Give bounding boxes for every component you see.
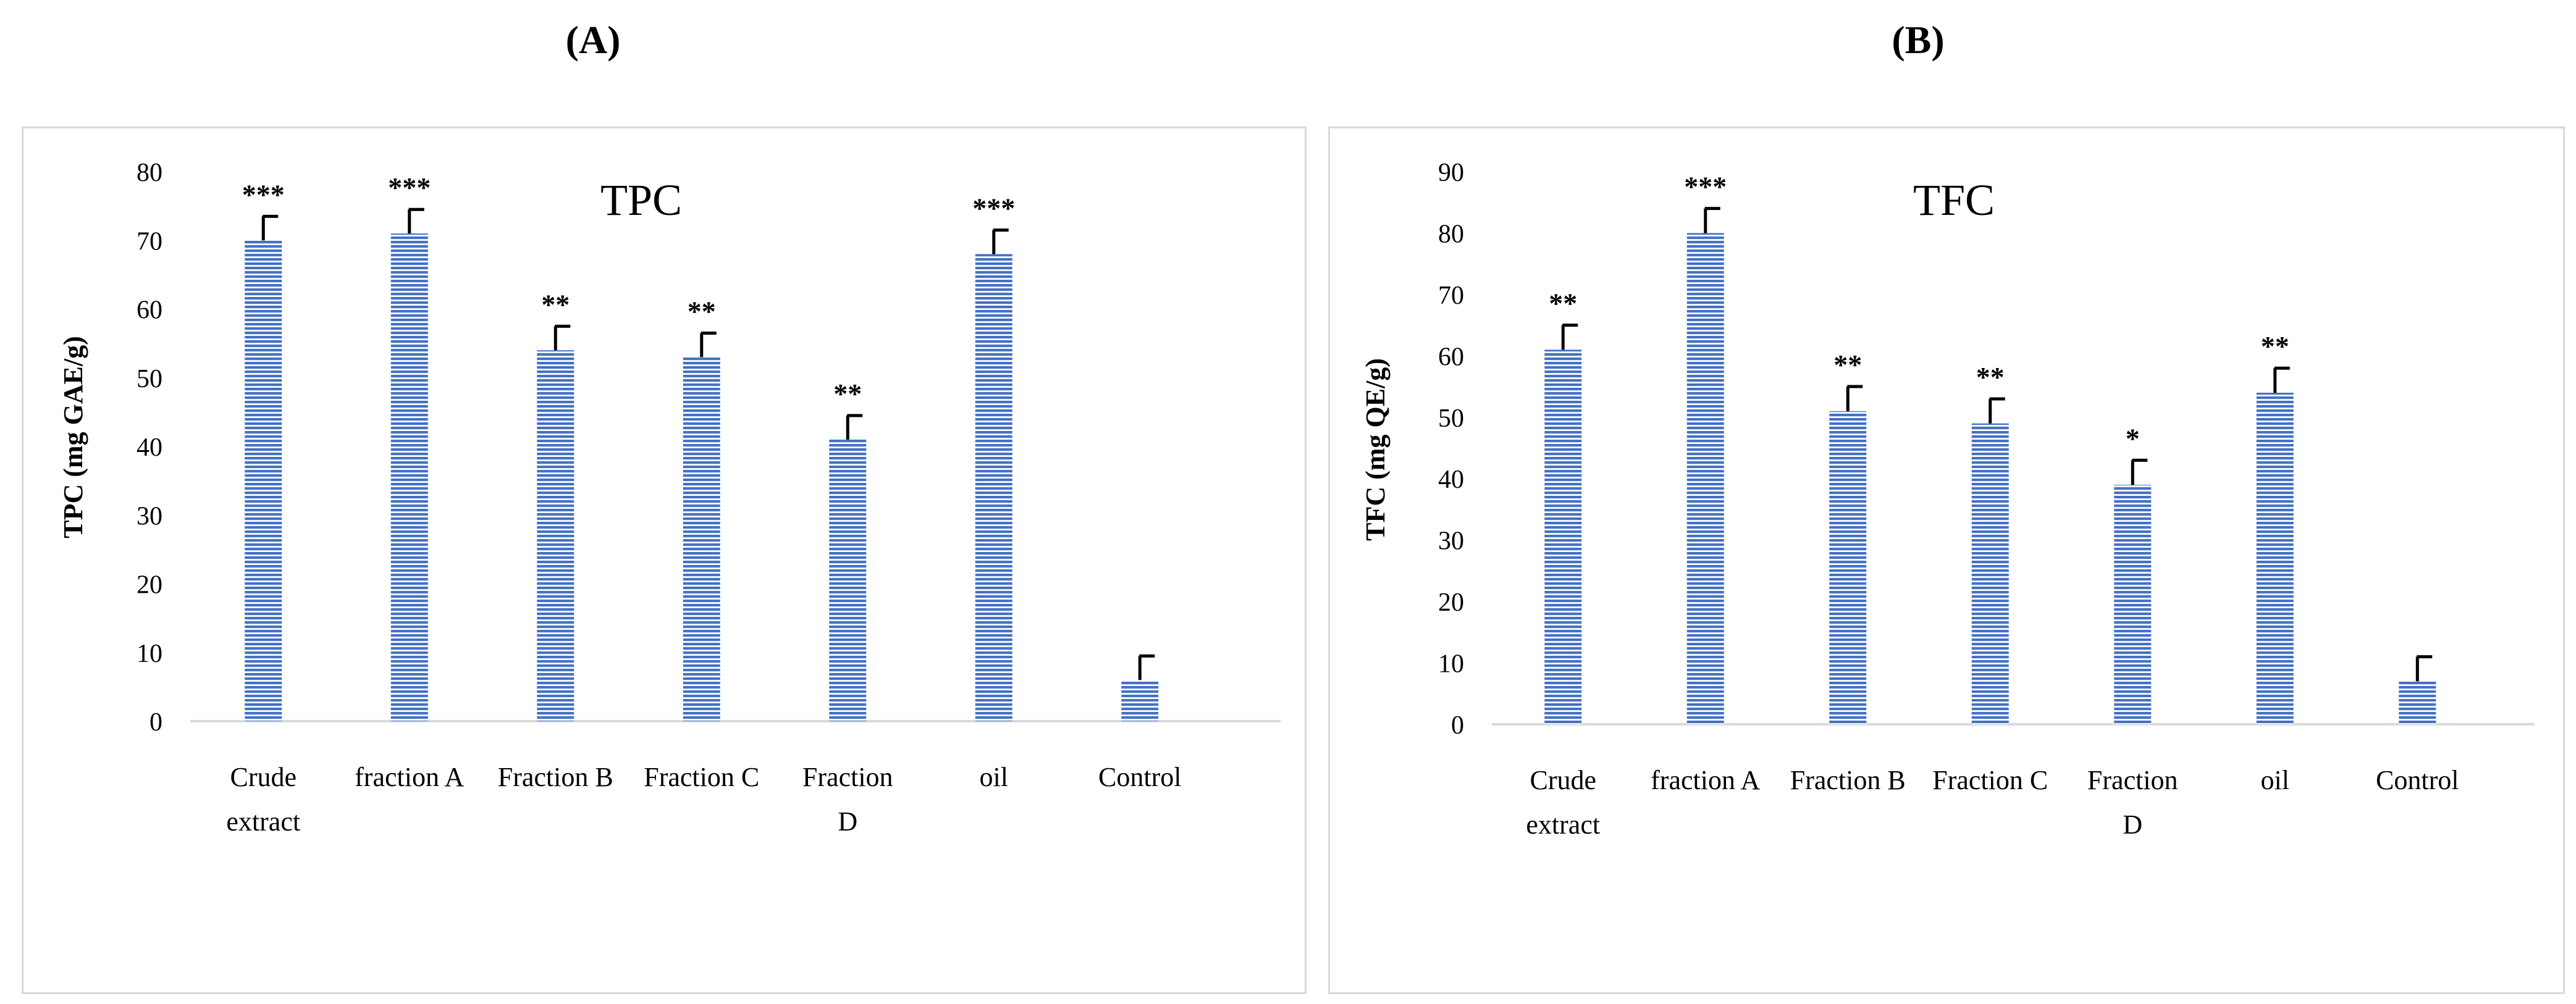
tfc-significance-label: ** (2261, 330, 2289, 362)
tpc-y-tick-label: 70 (137, 227, 162, 256)
tfc-y-tick-label: 50 (1438, 404, 1464, 433)
tfc-significance-label: ** (1976, 361, 2005, 393)
tpc-x-tick-label: D (838, 806, 857, 837)
tpc-chart-title: TPC (600, 175, 682, 225)
tpc-bar (683, 357, 720, 721)
tfc-x-tick-label: oil (2261, 765, 2289, 795)
tfc-x-tick-label: D (2123, 809, 2142, 840)
tfc-x-tick-label: Crude (1530, 765, 1596, 795)
tpc-bar (975, 254, 1012, 721)
tpc-significance-label: ** (541, 288, 570, 320)
tpc-y-tick-label: 80 (137, 159, 162, 187)
tpc-y-tick-label: 40 (137, 433, 162, 462)
tfc-y-tick-label: 70 (1438, 282, 1464, 310)
tfc-y-tick-label: 90 (1438, 159, 1464, 187)
tpc-bar (390, 233, 428, 721)
tpc-x-tick-label: Fraction C (644, 762, 759, 792)
tpc-x-tick-label: Crude (230, 762, 297, 792)
tpc-y-tick-label: 0 (149, 708, 162, 737)
tpc-x-tick-label: Fraction (802, 762, 893, 792)
tfc-y-tick-label: 10 (1438, 650, 1464, 679)
tpc-bar (829, 439, 867, 721)
tfc-significance-label: * (2126, 422, 2140, 454)
tfc-y-tick-label: 60 (1438, 343, 1464, 371)
tpc-bar (1121, 680, 1159, 721)
tfc-significance-label: ** (1549, 288, 1577, 319)
tpc-significance-label: *** (388, 172, 431, 203)
tpc-y-axis-label: TPC (mg GAE/g) (58, 336, 88, 538)
tfc-y-tick-label: 0 (1451, 711, 1464, 740)
tpc-bar (245, 240, 282, 721)
tfc-x-tick-label: Control (2376, 765, 2459, 795)
tfc-bar (1686, 233, 1724, 724)
tpc-bar (537, 350, 575, 721)
tpc-significance-label: ** (833, 378, 862, 409)
tfc-bar (2399, 681, 2436, 724)
tpc-x-tick-label: oil (980, 762, 1008, 792)
tfc-bar (2256, 393, 2294, 724)
tpc-x-tick-label: Control (1098, 762, 1181, 792)
tfc-bar (1544, 349, 1582, 724)
tpc-y-tick-label: 20 (137, 571, 162, 600)
tfc-y-tick-label: 80 (1438, 220, 1464, 248)
tpc-chart-panel: TPC TPC (mg GAE/g) 0 10 20 30 40 50 60 70 80 *** Cru… (22, 127, 1307, 994)
tpc-y-tick-label: 10 (137, 640, 162, 668)
tfc-y-axis-label: TFC (mg QE/g) (1360, 358, 1391, 541)
tpc-significance-label: ** (688, 295, 716, 327)
tfc-chart-panel: TFC TFC (mg QE/g) 0 10 20 30 40 50 60 70 80 90 ** Cru… (1328, 127, 2565, 994)
tfc-x-tick-label: Fraction (2087, 765, 2178, 795)
tpc-x-tick-label: fraction A (355, 762, 464, 792)
tfc-x-tick-label: extract (1526, 809, 1600, 840)
tfc-chart: TFC TFC (mg QE/g) 0 10 20 30 40 50 60 70 80 90 ** Cru… (1360, 159, 2535, 840)
tfc-x-tick-label: fraction A (1651, 765, 1760, 795)
tpc-significance-label: *** (972, 193, 1015, 224)
tpc-chart: TPC TPC (mg GAE/g) 0 10 20 30 40 50 60 70 80 *** Cru… (58, 159, 1281, 837)
panel-label-b: (B) (1892, 18, 1945, 62)
panel-label-a: (A) (565, 18, 621, 62)
tfc-bar (2114, 485, 2152, 724)
tpc-x-tick-label: Fraction B (498, 762, 613, 792)
tfc-bar (1971, 423, 2009, 724)
tfc-significance-label: *** (1684, 171, 1727, 203)
tpc-x-tick-label: extract (226, 806, 300, 837)
tpc-significance-label: *** (242, 178, 285, 210)
tfc-x-tick-label: Fraction C (1932, 765, 2048, 795)
tfc-y-tick-label: 30 (1438, 527, 1464, 556)
tfc-chart-title: TFC (1913, 175, 1995, 225)
tfc-bar (1829, 411, 1867, 724)
tpc-y-tick-label: 60 (137, 296, 162, 325)
tfc-x-tick-label: Fraction B (1790, 765, 1906, 795)
tpc-y-tick-label: 50 (137, 365, 162, 393)
tfc-y-tick-label: 40 (1438, 466, 1464, 494)
tpc-y-tick-label: 30 (137, 502, 162, 530)
tfc-significance-label: ** (1833, 349, 1862, 380)
tfc-y-tick-label: 20 (1438, 588, 1464, 617)
